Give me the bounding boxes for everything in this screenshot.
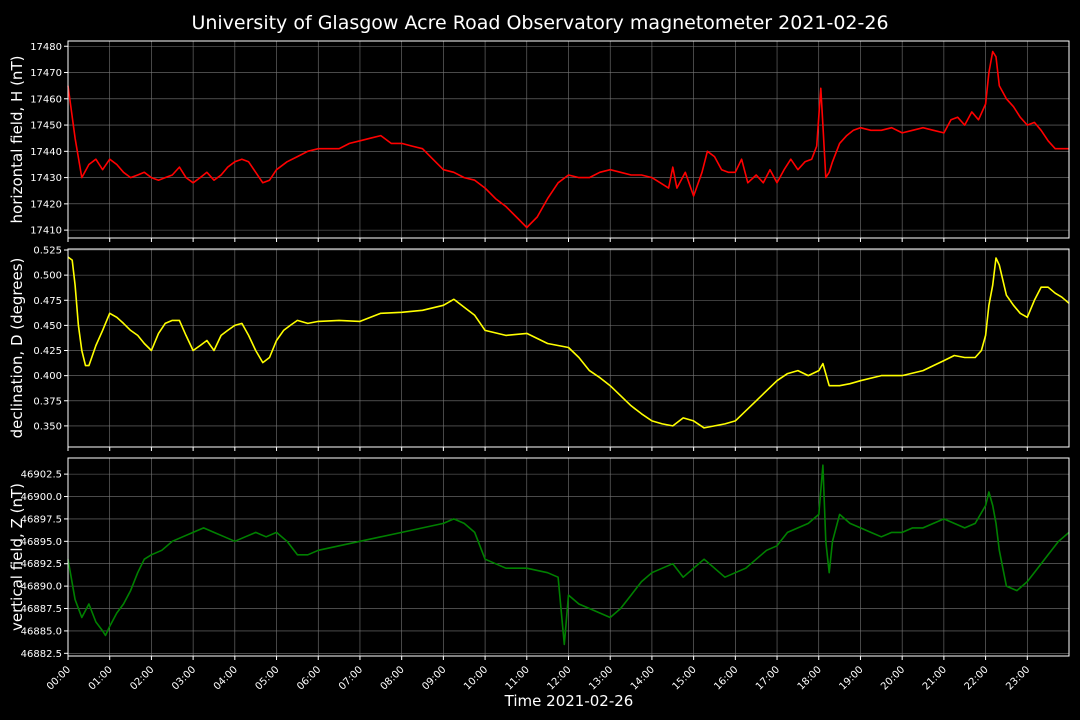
y-tick-label: 46902.5 <box>21 470 62 481</box>
y-tick-label: 46895.0 <box>21 537 62 548</box>
y-tick-label: 46885.0 <box>21 626 62 637</box>
y-tick-label: 17460 <box>30 94 62 105</box>
y-tick-label: 46882.5 <box>21 649 62 660</box>
y-tick-label: 0.475 <box>33 296 62 307</box>
y-tick-label: 46892.5 <box>21 559 62 570</box>
y-tick-label: 0.400 <box>33 371 62 382</box>
y-tick-label: 17450 <box>30 121 62 132</box>
y-tick-label: 0.425 <box>33 346 62 357</box>
series-line-declination <box>67 256 1070 429</box>
y-tick-label: 46900.0 <box>21 492 62 503</box>
y-tick-label: 46887.5 <box>21 604 62 615</box>
y-tick-label: 0.525 <box>33 246 62 257</box>
y-tick-label: 17470 <box>30 68 62 79</box>
x-axis-label: Time 2021-02-26 <box>504 692 634 710</box>
y-tick-label: 17410 <box>30 226 62 237</box>
y-tick-label: 46897.5 <box>21 514 62 525</box>
y-tick-label: 0.500 <box>33 271 62 282</box>
series-line-horizontal-field <box>67 50 1069 229</box>
y-axis-label: declination, D (degrees) <box>8 258 26 439</box>
y-tick-label: 17480 <box>30 42 62 53</box>
y-tick-label: 17420 <box>30 199 62 210</box>
y-tick-label: 0.450 <box>33 321 62 332</box>
y-axis-label: vertical field, Z (nT) <box>8 483 26 631</box>
panel-horizontal-field: 17410 17420 17430 17440 17450 17460 17470 17480… <box>8 40 1070 242</box>
y-axis-label: horizontal field, H (nT) <box>8 56 26 224</box>
y-tick-label: 0.350 <box>33 421 62 432</box>
figure-title: University of Glasgow Acre Road Observat… <box>191 12 888 34</box>
y-tick-label: 17430 <box>30 173 62 184</box>
panel-declination: 0.350 0.375 0.400 0.425 0.450 0.475 0.500 0.525… <box>8 246 1070 451</box>
y-tick-label: 0.375 <box>33 396 62 407</box>
y-tick-label: 46890.0 <box>21 582 62 593</box>
series-line-vertical-field <box>67 464 1070 646</box>
y-tick-label: 17440 <box>30 147 62 158</box>
